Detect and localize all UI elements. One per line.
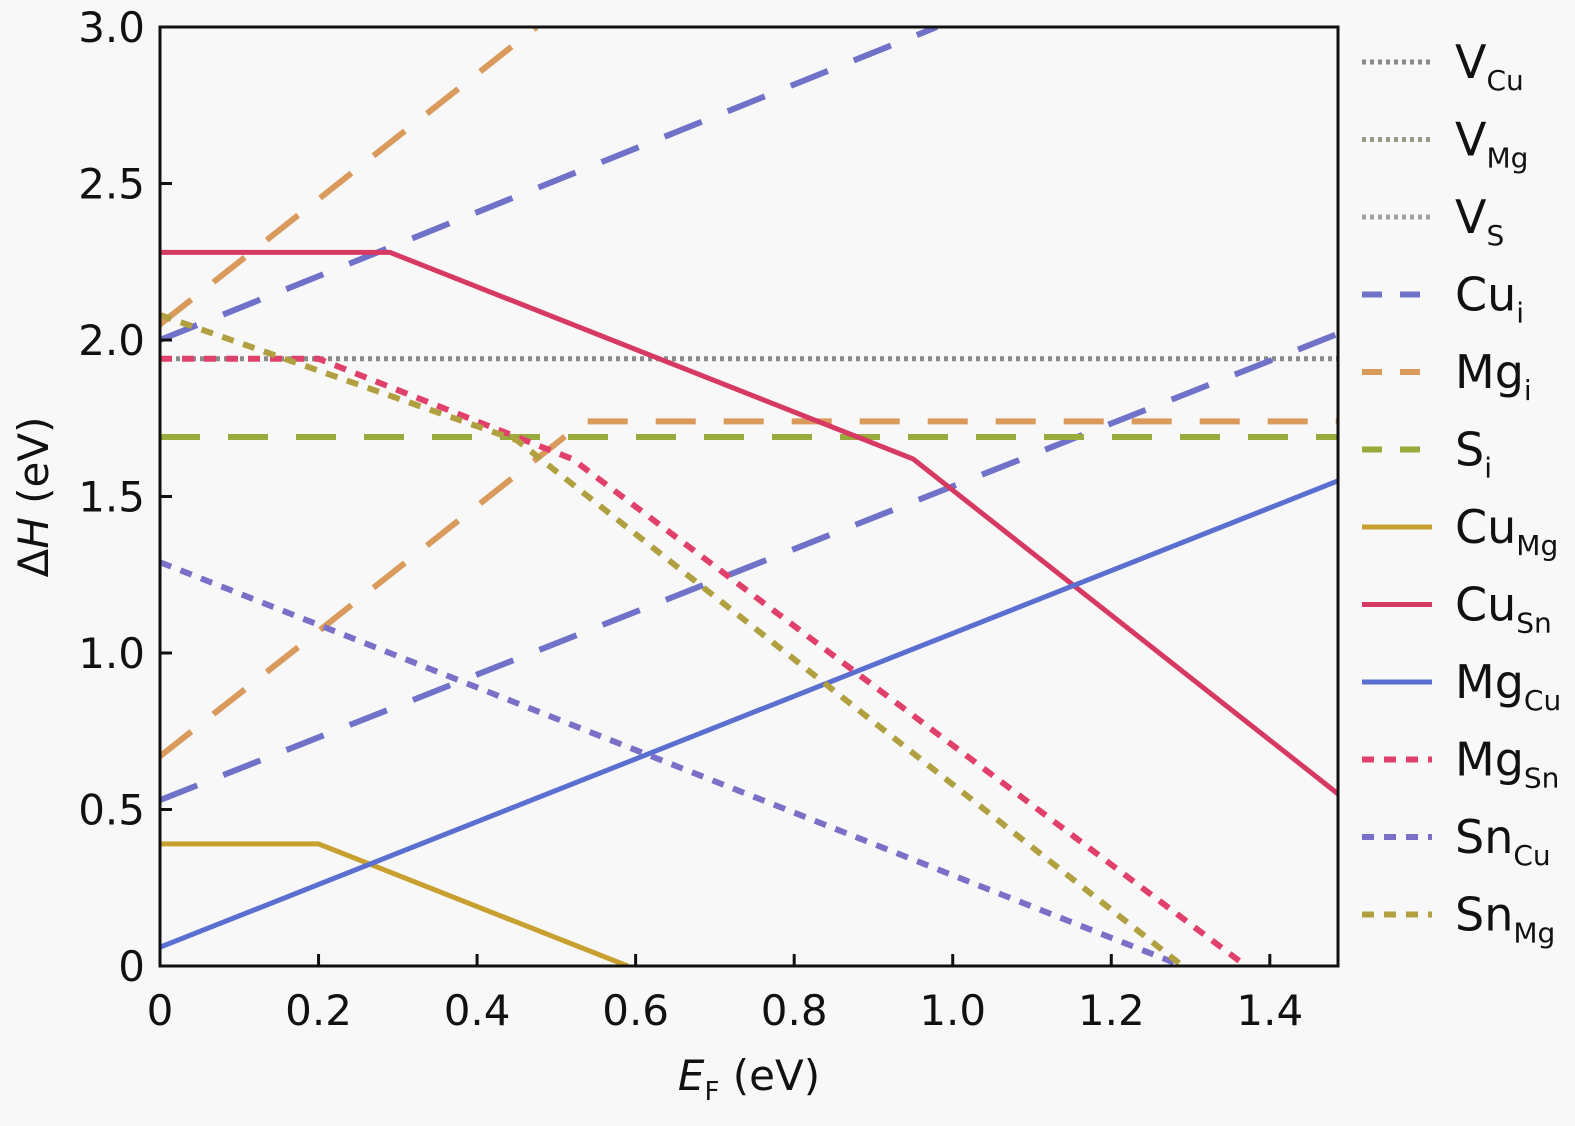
x-tick-label: 0.8 <box>761 986 828 1035</box>
y-tick-label: 1.5 <box>78 473 145 522</box>
series-line-cui-0 <box>160 330 1338 803</box>
legend-entry-vs: VS <box>1362 190 1504 252</box>
legend: VCu VMg VS Cui Mgi Si CuMg CuSn MgCu MgSn SnCu SnMg <box>1362 35 1561 950</box>
series-line-mgi-0 <box>160 418 1338 759</box>
y-tick-label: 3.0 <box>78 3 145 52</box>
legend-entry-cui: Cui <box>1362 268 1524 330</box>
x-tick-label: 0 <box>147 986 174 1035</box>
legend-label: Si <box>1455 423 1492 485</box>
legend-entry-mgsn: MgSn <box>1362 733 1559 795</box>
series-line-snmg-0 <box>160 312 1185 966</box>
legend-entry-cumg: CuMg <box>1362 500 1558 562</box>
plot-frame <box>158 25 1340 968</box>
y-tick-label: 2.0 <box>78 316 145 365</box>
x-tick-label: 0.2 <box>285 986 352 1035</box>
axis-ticks: 0 0.2 0.4 0.6 0.8 1.0 1.2 1.4 0 0.5 1.0 1.5 2.0 2.5 3.… <box>78 3 1303 1035</box>
legend-entry-snmg: SnMg <box>1362 888 1555 950</box>
legend-entry-sncu: SnCu <box>1362 810 1551 872</box>
legend-entry-vcu: VCu <box>1362 35 1524 97</box>
series-line-mgsn-0 <box>160 355 1248 966</box>
legend-label: MgSn <box>1455 733 1559 795</box>
legend-label: Mgi <box>1455 345 1532 407</box>
series-line-cui-1 <box>160 27 938 343</box>
legend-entry-si: Si <box>1362 423 1492 485</box>
legend-label: VCu <box>1455 35 1524 97</box>
series-lines <box>160 27 1338 966</box>
x-tick-label: 1.4 <box>1236 986 1303 1035</box>
y-tick-label: 0 <box>118 942 145 991</box>
series-line-mgi-1 <box>160 27 539 327</box>
y-tick-label: 2.5 <box>78 160 145 209</box>
x-tick-label: 1.0 <box>919 986 986 1035</box>
x-tick-label: 0.4 <box>444 986 511 1035</box>
legend-label: CuSn <box>1455 578 1552 640</box>
legend-entry-mgcu: MgCu <box>1362 655 1561 717</box>
legend-label: VS <box>1455 190 1504 252</box>
y-axis-label: ΔH (eV) <box>9 416 58 577</box>
x-tick-label: 0.6 <box>602 986 669 1035</box>
x-tick-label: 1.2 <box>1078 986 1145 1035</box>
legend-label: CuMg <box>1455 500 1558 562</box>
series-line-cumg-0 <box>160 841 629 966</box>
legend-label: VMg <box>1455 113 1528 175</box>
y-tick-label: 1.0 <box>78 629 145 678</box>
series-line-cusn-0 <box>160 249 1338 796</box>
legend-entry-mgi: Mgi <box>1362 345 1532 407</box>
legend-label: SnMg <box>1455 888 1555 950</box>
legend-label: Cui <box>1455 268 1524 330</box>
legend-label: MgCu <box>1455 655 1561 717</box>
x-axis-label: EF (eV) <box>678 1051 820 1107</box>
legend-entry-vmg: VMg <box>1362 113 1528 175</box>
y-tick-label: 0.5 <box>78 786 145 835</box>
legend-entry-cusn: CuSn <box>1362 578 1552 640</box>
legend-label: SnCu <box>1455 810 1551 872</box>
series-line-mgcu-0 <box>160 478 1338 950</box>
series-line-sncu-0 <box>160 559 1184 966</box>
